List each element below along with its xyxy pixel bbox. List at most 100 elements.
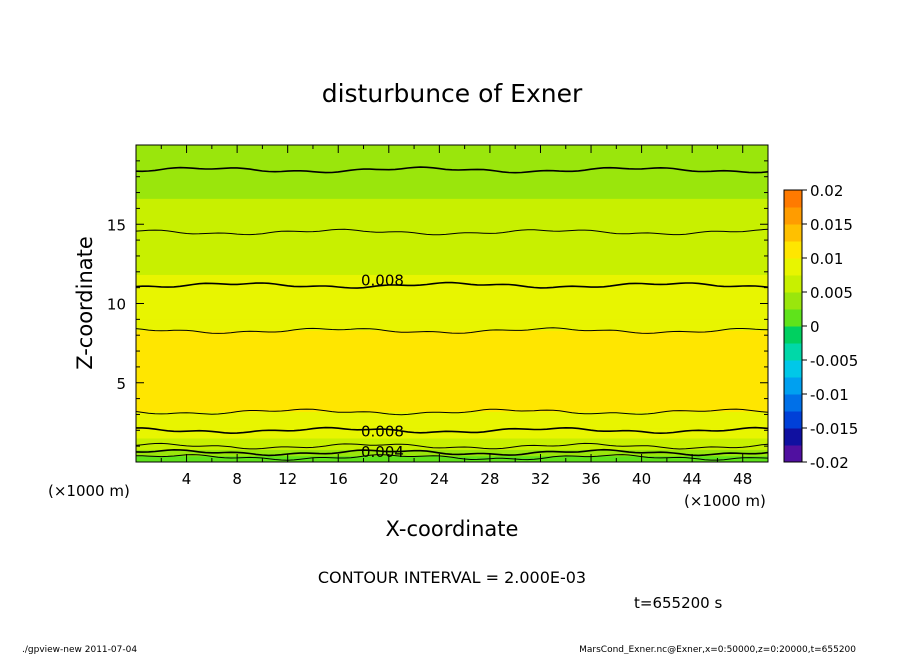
colorbar-segment — [784, 445, 802, 463]
field-band — [136, 216, 768, 218]
x-unit-right: (×1000 m) — [684, 492, 766, 510]
field-band — [136, 366, 768, 369]
field-band — [136, 274, 768, 277]
field-band — [136, 379, 768, 382]
field-band — [136, 235, 768, 237]
footer-left: ./gpview-new 2011-07-04 — [22, 645, 137, 654]
field-band — [136, 373, 768, 376]
field-band — [136, 399, 768, 402]
colorbar-tick-label: 0.02 — [810, 182, 843, 200]
field-band — [136, 410, 768, 412]
contour-line — [136, 327, 768, 334]
field-band — [136, 323, 768, 326]
field-band — [136, 432, 768, 435]
field-band — [136, 454, 768, 457]
field-band — [136, 392, 768, 395]
field-band — [136, 455, 768, 458]
colorbar-tick-label: 0.015 — [810, 216, 853, 234]
colorbar-segment — [784, 428, 802, 446]
field-band — [136, 167, 768, 170]
field-band — [136, 356, 768, 359]
field-band — [136, 252, 768, 255]
colorbar-tick-label: -0.01 — [810, 386, 849, 404]
field-band — [136, 227, 768, 230]
contour-line — [136, 166, 768, 174]
field-band — [136, 358, 768, 360]
field-band — [136, 212, 768, 215]
field-band — [136, 321, 768, 324]
colorbar: 0.02 0.015 0.01 0.005 0 -0.005 -0.01 -0.015 -0.0… — [783, 182, 858, 472]
colorbar-tick-label: 0.01 — [810, 250, 843, 268]
colorbar-tick-label: 0 — [810, 318, 820, 336]
field-band — [136, 200, 768, 203]
colorbar-segment — [784, 207, 802, 225]
field-band — [136, 208, 768, 211]
field-band — [136, 180, 768, 183]
field-band — [136, 325, 768, 327]
field-band — [136, 207, 768, 209]
field-band — [136, 378, 768, 381]
field-band — [136, 302, 768, 305]
field-band — [136, 422, 768, 425]
field-band — [136, 337, 768, 340]
x-tick-label: 44 — [683, 470, 702, 488]
field-band — [136, 259, 768, 261]
colorbar-segment — [784, 343, 802, 361]
field-band — [136, 170, 768, 173]
field-band — [136, 344, 768, 346]
field-band — [136, 336, 768, 339]
colorbar-tick-label: -0.005 — [810, 352, 858, 370]
field-band — [136, 236, 768, 239]
field-band — [136, 298, 768, 301]
contour-field — [136, 145, 768, 462]
x-tick-label: 36 — [581, 470, 600, 488]
contour-label: 0.008 — [361, 272, 404, 290]
y-axis: 5 10 15 — [107, 160, 768, 447]
field-band — [136, 179, 768, 182]
field-band — [136, 251, 768, 254]
field-band — [136, 401, 768, 404]
field-band — [136, 390, 768, 393]
time-stamp: t=655200 s — [634, 594, 722, 612]
field-band — [136, 435, 768, 438]
field-band — [136, 233, 768, 236]
field-band — [136, 335, 768, 338]
colorbar-segment — [784, 292, 802, 310]
field-band — [136, 228, 768, 231]
field-band — [136, 186, 768, 189]
field-band — [136, 308, 768, 311]
field-band — [136, 408, 768, 411]
field-band — [136, 347, 768, 350]
x-tick-label: 40 — [632, 470, 651, 488]
y-tick-label: 10 — [107, 296, 126, 314]
field-band — [136, 314, 768, 317]
colorbar-segment — [784, 258, 802, 276]
field-band — [136, 456, 768, 459]
field-band — [136, 306, 768, 308]
field-band — [136, 287, 768, 289]
field-band — [136, 375, 768, 378]
footer-right: MarsCond_Exner.nc@Exner,x=0:50000,z=0:20… — [579, 645, 856, 654]
field-band — [136, 388, 768, 391]
field-band — [136, 242, 768, 245]
field-band — [136, 364, 768, 367]
colorbar-tick-label: -0.015 — [810, 420, 858, 438]
field-band — [136, 437, 768, 440]
field-band — [136, 254, 768, 256]
field-band — [136, 299, 768, 302]
field-band — [136, 209, 768, 212]
field-band — [136, 354, 768, 357]
field-band — [136, 217, 768, 220]
field-band — [136, 205, 768, 208]
field-band — [136, 275, 768, 278]
field-band — [136, 384, 768, 387]
field-band — [136, 361, 768, 364]
field-band — [136, 451, 768, 454]
field-band — [136, 389, 768, 392]
field-band — [136, 156, 768, 159]
field-band — [136, 371, 768, 374]
field-band — [136, 172, 768, 175]
field-band — [136, 415, 768, 417]
field-band — [136, 312, 768, 315]
field-band — [136, 164, 768, 166]
